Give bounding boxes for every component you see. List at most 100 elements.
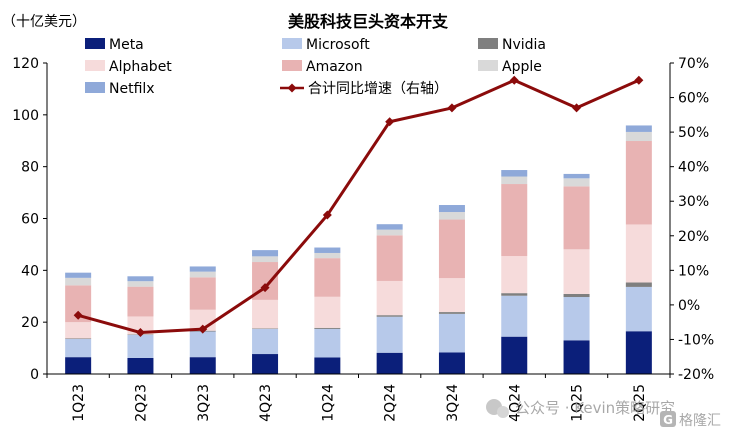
bar-segment-microsoft-1q25 [563, 297, 590, 341]
bar-segment-amazon-3q24 [438, 219, 465, 279]
bar-segment-apple-3q23 [189, 271, 216, 278]
bar-segment-nvidia-1q25 [563, 293, 590, 298]
y2-tick-label: 20% [678, 229, 709, 245]
bar-segment-nvidia-2q24 [376, 315, 403, 317]
bar-segment-meta-3q24 [438, 352, 465, 374]
bar-segment-apple-3q24 [438, 212, 465, 220]
svg-text:G: G [663, 413, 673, 427]
watermark: 公众号 · Kevin策略研究 G 格隆汇 [486, 399, 721, 429]
y2-tick-label: 40% [678, 160, 709, 176]
legend-swatch [85, 60, 105, 71]
bar-segment-netfilx-3q23 [189, 266, 216, 272]
bar-segment-meta-2q25 [625, 331, 652, 374]
bar-segment-apple-2q24 [376, 229, 403, 236]
x-tick-label: 2Q24 [383, 384, 399, 422]
legend-label: Nvidia [502, 37, 546, 53]
bar-segment-meta-4q24 [501, 336, 528, 374]
bar-segment-amazon-2q23 [127, 286, 154, 317]
y2-tick-label: 10% [678, 263, 709, 279]
bar-segment-meta-2q23 [127, 357, 154, 374]
y-tick-label: 100 [12, 108, 39, 124]
watermark-logo-text: 格隆汇 [679, 413, 721, 429]
bar-segment-microsoft-1q23 [65, 339, 92, 358]
legend-label: Amazon [306, 59, 363, 75]
axes: 0 20 40 60 80 100 120 -20% -10% 0% 10% 20% 30% 40% 50%… [12, 56, 714, 422]
bar-segment-microsoft-4q23 [252, 328, 279, 355]
x-tick-label: 1Q24 [320, 384, 336, 422]
bar-segment-apple-4q23 [252, 256, 279, 263]
bar-segment-netfilx-1q24 [314, 247, 341, 253]
bar-segment-meta-3q23 [189, 357, 216, 374]
growth-marker-2q25 [634, 75, 644, 85]
bar-segment-nvidia-4q23 [252, 328, 279, 329]
bar-segment-apple-1q24 [314, 252, 341, 259]
bar-segment-meta-1q25 [563, 340, 590, 374]
legend-swatch [85, 38, 105, 49]
x-tick-label: 2Q25 [632, 384, 648, 422]
bar-segment-alphabet-1q24 [314, 296, 341, 328]
watermark-text: 公众号 · Kevin策略研究 [515, 399, 675, 417]
bar-segment-microsoft-2q24 [376, 316, 403, 353]
legend-swatch [478, 38, 498, 49]
growth-line-group [73, 75, 644, 338]
bar-segment-microsoft-2q25 [625, 286, 652, 332]
bar-segment-amazon-4q24 [501, 184, 528, 257]
bar-segment-microsoft-2q23 [127, 334, 154, 358]
legend-swatch [85, 82, 105, 93]
x-tick-label: 3Q24 [445, 384, 461, 422]
y-tick-label: 80 [21, 160, 39, 176]
x-tick-label: 4Q23 [258, 384, 274, 422]
bar-segment-amazon-1q25 [563, 186, 590, 250]
bar-segment-alphabet-1q23 [65, 322, 92, 339]
bar-segment-alphabet-1q25 [563, 249, 590, 294]
bar-segment-nvidia-1q23 [65, 338, 92, 340]
legend-label: Microsoft [306, 37, 370, 53]
y2-tick-label: -10% [678, 332, 714, 348]
bar-segment-apple-4q24 [501, 176, 528, 185]
bar-segment-netfilx-4q24 [501, 170, 528, 177]
bar-segment-netfilx-3q24 [438, 205, 465, 213]
gelonghui-logo-icon: G [660, 411, 676, 427]
bar-segment-nvidia-4q24 [501, 293, 528, 296]
legend-item-meta: Meta [85, 37, 144, 53]
bar-segment-meta-1q24 [314, 357, 341, 374]
legend-label: Netfilx [109, 81, 155, 97]
bar-segment-apple-2q23 [127, 281, 154, 287]
y2-tick-label: 50% [678, 125, 709, 141]
chart-title: 美股科技巨头资本开支 [288, 12, 449, 31]
bar-segment-microsoft-3q23 [189, 331, 216, 358]
y2-tick-label: 30% [678, 194, 709, 210]
bar-segment-alphabet-3q24 [438, 278, 465, 313]
bar-segment-meta-1q23 [65, 357, 92, 374]
growth-marker-1q23 [73, 310, 83, 320]
x-tick-label: 2Q23 [133, 384, 149, 422]
bar-segment-meta-2q24 [376, 352, 403, 374]
legend-item-growth-line: 合计同比增速（右轴） [280, 81, 448, 97]
legend-item-nvidia: Nvidia [478, 37, 546, 53]
bar-segment-amazon-2q24 [376, 235, 403, 281]
growth-marker-1q24 [322, 210, 332, 220]
legend-label: Meta [109, 37, 144, 53]
bar-segment-nvidia-1q24 [314, 327, 341, 329]
bar-segment-netfilx-1q25 [563, 173, 590, 179]
legend-label: Alphabet [109, 59, 172, 75]
left-axis-unit: （十亿美元） [2, 14, 86, 30]
legend-swatch [282, 60, 302, 71]
bar-segment-alphabet-2q25 [625, 224, 652, 283]
bar-segment-netfilx-4q23 [252, 250, 279, 257]
bar-segment-amazon-1q24 [314, 258, 341, 297]
stacked-bars [65, 125, 652, 374]
legend-item-alphabet: Alphabet [85, 59, 172, 75]
y2-tick-label: -20% [678, 367, 714, 383]
bar-segment-netfilx-2q24 [376, 224, 403, 230]
bar-segment-apple-2q25 [625, 131, 652, 142]
bar-segment-microsoft-4q24 [501, 295, 528, 337]
bar-segment-meta-4q23 [252, 354, 279, 374]
x-tick-label: 1Q25 [570, 384, 586, 422]
wechat-icon [486, 399, 509, 418]
x-tick-label: 4Q24 [507, 384, 523, 422]
growth-marker-1q25 [572, 103, 582, 113]
y2-tick-label: 70% [678, 56, 709, 72]
x-tick-label: 1Q23 [71, 384, 87, 422]
